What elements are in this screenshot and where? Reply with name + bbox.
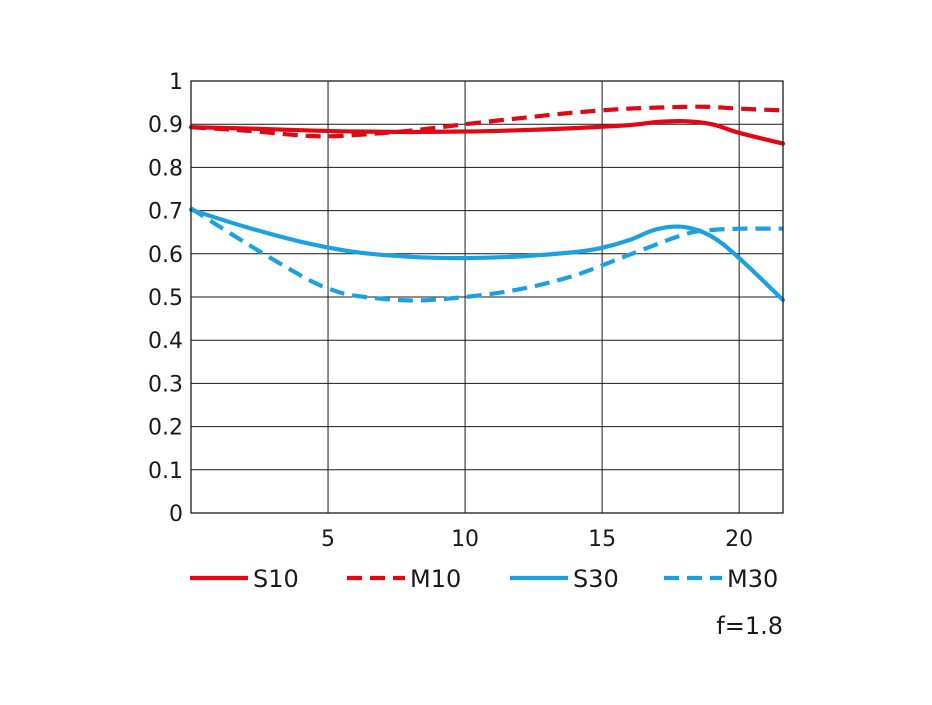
- y-tick-label: 0.9: [148, 113, 183, 138]
- x-axis-ticks: 5 10 15 20: [321, 527, 753, 552]
- y-tick-label: 0.1: [148, 459, 183, 484]
- series-line-m30: [189, 206, 784, 303]
- y-tick-label: 0.2: [148, 416, 183, 441]
- y-tick-label: 1: [169, 70, 183, 95]
- legend-label-s10: S10: [253, 565, 299, 593]
- plot-frame: [190, 80, 784, 514]
- series-line-s30: [188, 207, 786, 303]
- x-tick-label: 10: [451, 527, 479, 552]
- series-lines: [188, 104, 786, 303]
- x-tick-label: 5: [321, 527, 335, 552]
- aperture-note: f=1.8: [716, 612, 783, 640]
- y-tick-label: 0.3: [148, 372, 183, 397]
- y-tick-label: 0.8: [148, 156, 183, 181]
- y-tick-label: 0.4: [148, 329, 183, 354]
- legend-label-m30: M30: [727, 565, 778, 593]
- y-tick-label: 0.5: [148, 286, 183, 311]
- x-tick-label: 15: [588, 527, 616, 552]
- series-line-s10: [188, 118, 786, 146]
- legend-label-s30: S30: [573, 565, 619, 593]
- x-tick-label: 20: [725, 527, 753, 552]
- y-tick-label: 0.6: [148, 243, 183, 268]
- y-tick-label: 0.7: [148, 200, 183, 225]
- y-axis-ticks: 0 0.1 0.2 0.3 0.4 0.5 0.6 0.7 0.8 0.9 1: [148, 70, 183, 527]
- legend: S10 M10 S30 M30: [190, 565, 778, 593]
- grid: [191, 80, 783, 514]
- legend-label-m10: M10: [410, 565, 461, 593]
- series-line-m10: [190, 104, 784, 139]
- y-tick-label: 0: [169, 502, 183, 527]
